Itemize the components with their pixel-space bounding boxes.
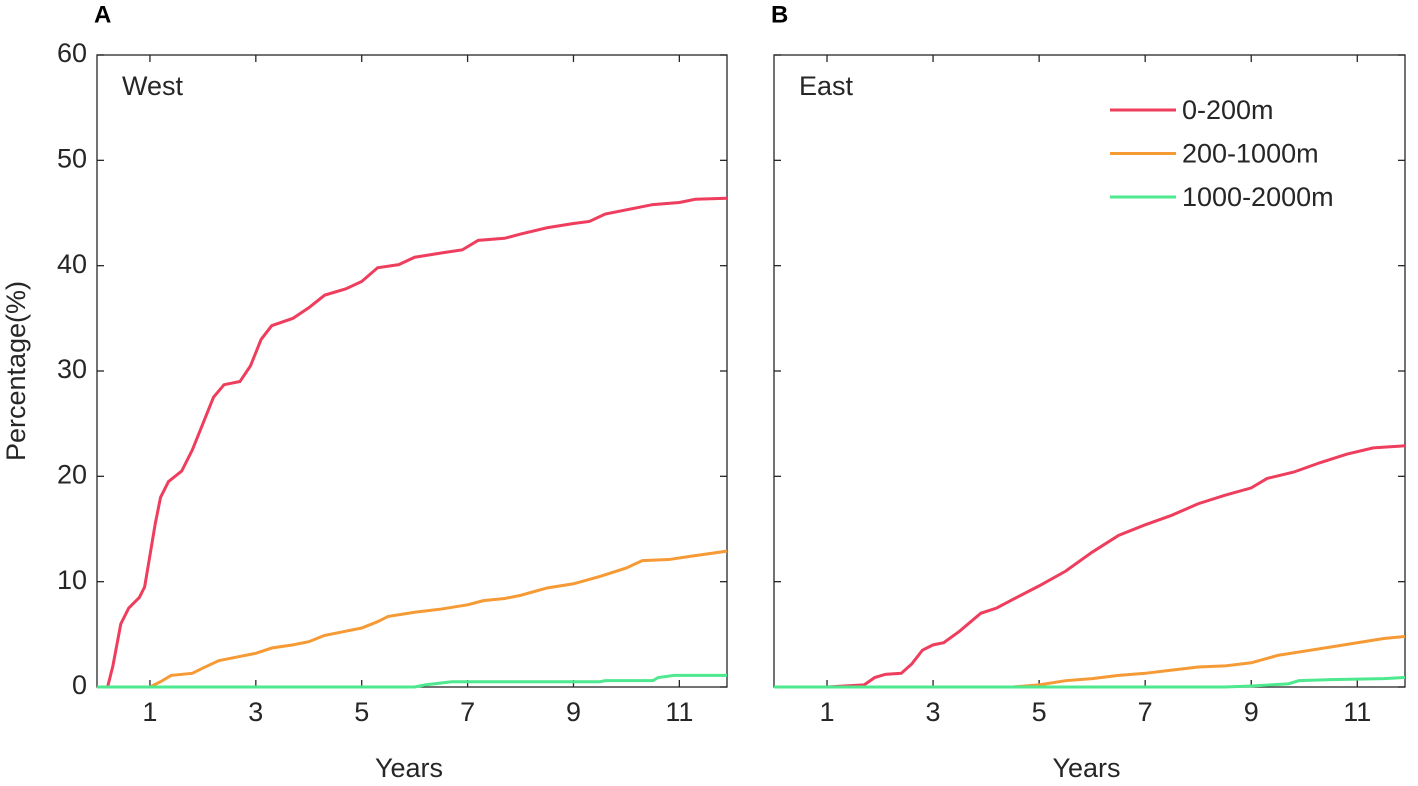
x-tick-label: 3 — [926, 697, 941, 727]
y-tick-label: 40 — [57, 249, 87, 279]
x-tick-label: 3 — [248, 697, 263, 727]
legend-label: 200-1000m — [1182, 139, 1319, 169]
data-line — [106, 196, 728, 688]
panel-label: B — [771, 1, 788, 28]
data-line — [774, 634, 1406, 689]
y-tick-label: 0 — [72, 670, 87, 700]
x-tick-label: 5 — [1032, 697, 1047, 727]
x-tick-label: 1 — [142, 697, 157, 727]
data-line — [774, 444, 1406, 689]
x-tick-label: 5 — [354, 697, 369, 727]
y-tick-label: 50 — [57, 143, 87, 173]
x-tick-label: 11 — [1343, 697, 1371, 727]
y-axis-label: Percentage(%) — [1, 281, 31, 461]
panel-title: West — [122, 71, 184, 101]
axes-frame — [96, 54, 728, 688]
x-tick-label: 7 — [460, 697, 475, 727]
y-tick-label: 60 — [57, 38, 87, 68]
data-line — [774, 676, 1406, 689]
x-tick-label: 9 — [566, 697, 581, 727]
x-axis-label: Years — [375, 753, 443, 783]
legend-label: 1000-2000m — [1182, 182, 1334, 212]
y-tick-label: 20 — [57, 459, 87, 489]
legend-label: 0-200m — [1182, 95, 1274, 125]
y-tick-label: 30 — [57, 354, 87, 384]
x-tick-label: 11 — [665, 697, 693, 727]
x-tick-label: 9 — [1244, 697, 1259, 727]
data-line — [97, 549, 728, 689]
x-tick-label: 1 — [820, 697, 835, 727]
x-axis-label: Years — [1052, 753, 1120, 783]
panel-title: East — [799, 71, 854, 101]
y-tick-label: 10 — [57, 565, 87, 595]
panel-label: A — [94, 1, 111, 28]
data-line — [97, 673, 727, 689]
x-tick-label: 7 — [1138, 697, 1153, 727]
